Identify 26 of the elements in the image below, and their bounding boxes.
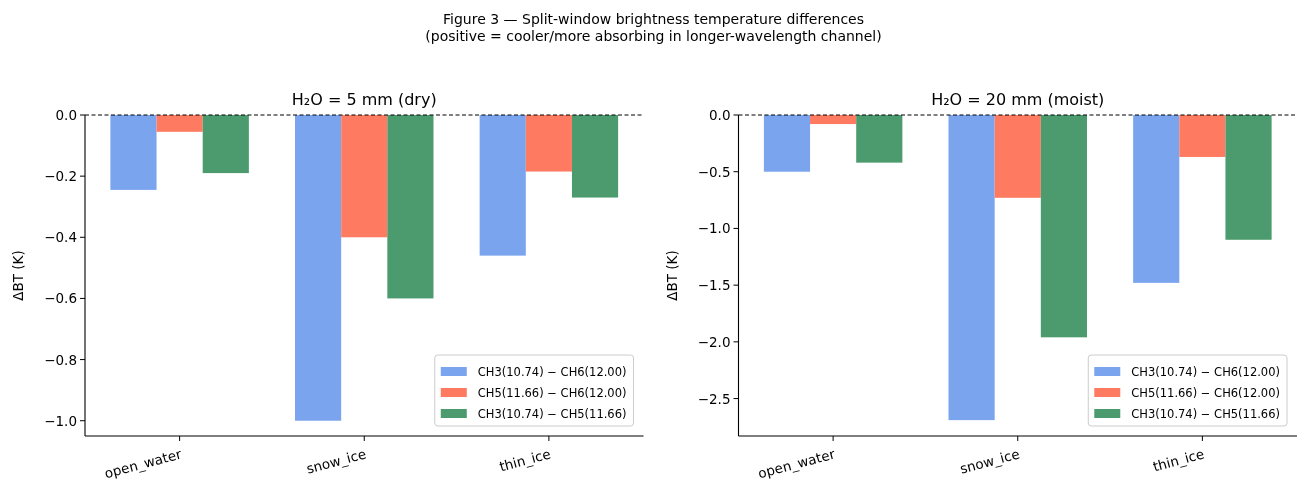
y-tick-label: 0.0 <box>709 107 731 123</box>
y-axis-title: ΔBT (K) <box>10 250 26 301</box>
y-tick-label: −1.5 <box>697 277 731 294</box>
legend-label: CH3(10.74) − CH6(12.00) <box>1131 365 1281 379</box>
text: (positive = cooler/more absorbing in longer-wavelength channel) <box>425 28 882 44</box>
caption: Figure 3 — Split-window brightness temperature differences <box>443 11 864 27</box>
y-tick-label: −0.6 <box>44 290 77 307</box>
legend-label: CH5(11.66) − CH6(12.00) <box>1131 386 1281 400</box>
y-tick-label: −0.5 <box>697 163 731 180</box>
x-tick-label: thin_ice <box>1151 445 1206 475</box>
y-tick-label: −0.2 <box>44 168 77 185</box>
x-tick-label: thin_ice <box>497 445 553 475</box>
y-tick-label: −2.0 <box>697 333 731 350</box>
y-tick-label: −1.0 <box>697 220 731 237</box>
y-axis-title: ΔBT (K) <box>663 250 680 301</box>
y-tick-label: −0.4 <box>44 229 77 246</box>
y-tick-label: 0.0 <box>55 107 77 123</box>
chart-title: H₂O = 20 mm (moist) <box>931 90 1105 109</box>
y-tick-label: −1.0 <box>44 412 77 429</box>
legend-label: CH3(10.74) − CH6(12.00) <box>477 365 627 379</box>
legend-label: CH3(10.74) − CH5(11.66) <box>1131 407 1281 421</box>
y-tick-label: −0.8 <box>44 351 77 368</box>
y-tick-label: −2.5 <box>697 390 731 407</box>
legend-label: CH5(11.66) − CH6(12.00) <box>477 386 627 400</box>
legend-label: CH3(10.74) − CH5(11.66) <box>477 407 627 421</box>
chart-title: H₂O = 5 mm (dry) <box>291 90 437 109</box>
